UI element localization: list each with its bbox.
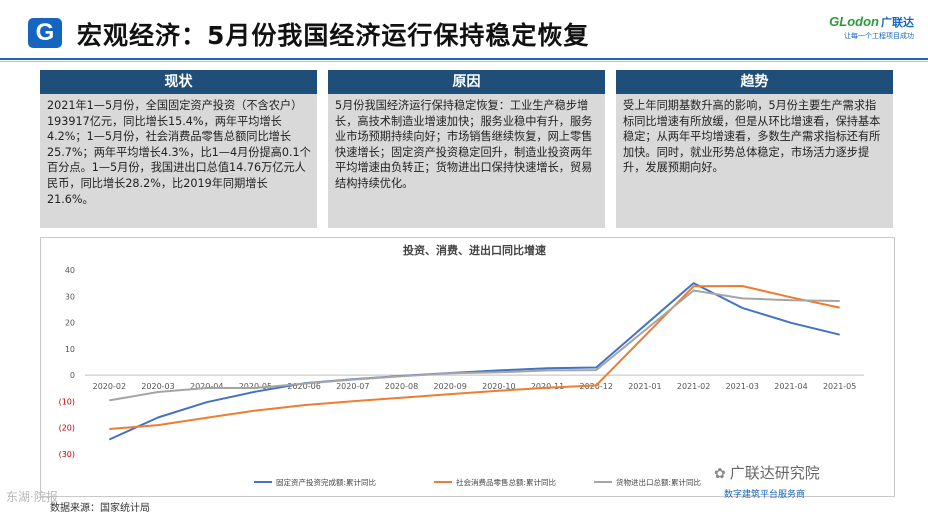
x-tick-label: 2020-04 [190, 382, 223, 391]
service-tagline: 数字建筑平台服务商 [724, 490, 806, 500]
x-tick-label: 2021-04 [774, 382, 807, 391]
panel-trend-title: 趋势 [616, 70, 893, 94]
x-tick-label: 2020-08 [385, 382, 418, 391]
series-line-2 [109, 285, 840, 430]
x-tick-label: 2020-06 [287, 382, 320, 391]
brand-name-en: GLodon [829, 14, 879, 29]
x-tick-label: 2021-02 [677, 382, 710, 391]
panel-trend: 趋势 受上年同期基数升高的影响，5月份主要生产需求指标同比增速有所放缓，但是从环… [616, 70, 893, 228]
brand-name: GLodon 广联达 [829, 14, 914, 30]
x-tick-label: 2021-05 [823, 382, 856, 391]
watermark-right: ✿ 广联达研究院 [714, 462, 820, 483]
data-source: 数据来源：国家统计局 [50, 503, 150, 514]
watermark-left: 东湖·院报 [6, 490, 58, 504]
header-divider-thin [0, 61, 928, 62]
brand-name-cn: 广联达 [881, 17, 914, 29]
page-title: 宏观经济：5月份我国经济运行保持稳定恢复 [77, 21, 590, 50]
x-tick-label: 2020-03 [141, 382, 174, 391]
x-tick-label: 2020-02 [93, 382, 126, 391]
panel-reason: 原因 5月份我国经济运行保持稳定恢复：工业生产稳步增长，高技术制造业增速加快；服… [328, 70, 605, 228]
watermark-right-text: 广联达研究院 [729, 464, 820, 482]
y-tick-label: 10 [65, 345, 75, 354]
x-tick-label: 2021-01 [628, 382, 661, 391]
x-tick-label: 2020-12 [580, 382, 613, 391]
panel-reason-body: 5月份我国经济运行保持稳定恢复：工业生产稳步增长，高技术制造业增速加快；服务业稳… [335, 99, 593, 190]
legend-label-3: 货物进出口总额:累计同比 [616, 477, 702, 487]
y-tick-label: (30) [59, 450, 75, 459]
x-tick-label: 2020-11 [531, 382, 564, 391]
y-tick-label: 40 [65, 266, 75, 275]
panel-trend-body: 受上年同期基数升高的影响，5月份主要生产需求指标同比增速有所放缓，但是从环比增速… [623, 99, 881, 175]
x-tick-label: 2020-07 [336, 382, 369, 391]
legend-label-2: 社会消费品零售总额:累计同比 [456, 477, 557, 487]
x-tick-label: 2020-05 [239, 382, 272, 391]
panel-reason-title: 原因 [328, 70, 605, 94]
y-tick-label: 0 [70, 371, 75, 380]
panel-status-body: 2021年1—5月份，全国固定资产投资（不含农户）193917亿元，同比增长15… [47, 99, 311, 206]
chart-title: 投资、消费、进出口同比增速 [403, 243, 546, 257]
panel-status: 现状 2021年1—5月份，全国固定资产投资（不含农户）193917亿元，同比增… [40, 70, 317, 228]
brand-slogan: 让每一个工程项目成功 [844, 32, 914, 40]
y-tick-label: (20) [59, 424, 75, 433]
y-tick-label: 20 [65, 319, 75, 328]
series-line-3 [109, 289, 840, 402]
line-chart: 投资、消费、进出口同比增速 40 30 20 10 0 (10) (20) (30) 2020-0… [59, 243, 864, 487]
x-tick-label: 2020-10 [482, 382, 515, 391]
brand: GLodon 广联达 让每一个工程项目成功 [829, 14, 914, 41]
y-tick-label: 30 [65, 292, 75, 301]
y-tick-label: (10) [59, 397, 75, 406]
wechat-icon: ✿ [714, 466, 726, 482]
logo-icon: G [28, 18, 62, 48]
x-tick-label: 2020-09 [433, 382, 466, 391]
header: G 宏观经济：5月份我国经济运行保持稳定恢复 GLodon 广联达 让每一个工程项… [0, 0, 928, 56]
panel-status-title: 现状 [40, 70, 317, 94]
legend-label-1: 固定资产投资完成额:累计同比 [276, 477, 377, 487]
header-divider [0, 58, 928, 60]
chart-frame: 投资、消费、进出口同比增速 40 30 20 10 0 (10) (20) (30) 2020-0… [40, 237, 895, 497]
x-tick-label: 2021-03 [726, 382, 759, 391]
